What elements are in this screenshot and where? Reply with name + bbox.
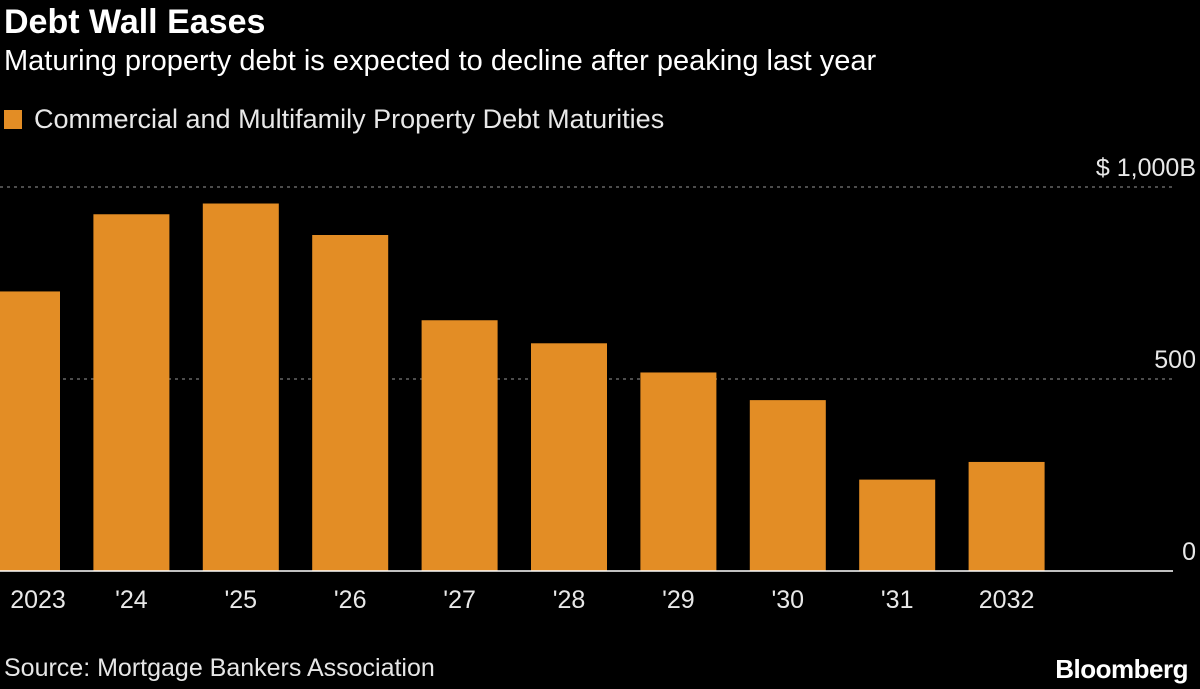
x-tick-label: '30 — [772, 586, 805, 614]
legend: Commercial and Multifamily Property Debt… — [4, 101, 664, 137]
bar-27 — [421, 320, 498, 571]
chart-title: Debt Wall Eases — [4, 3, 266, 41]
bar-31 — [859, 479, 936, 571]
y-tick-label: $ 1,000B — [1096, 154, 1196, 182]
bar-29 — [640, 372, 717, 571]
x-tick-label: '28 — [553, 586, 586, 614]
x-tick-label: '25 — [225, 586, 258, 614]
chart-subtitle: Maturing property debt is expected to de… — [4, 45, 877, 77]
x-tick-label: '24 — [115, 586, 148, 614]
legend-label: Commercial and Multifamily Property Debt… — [34, 103, 665, 134]
bar-25 — [202, 203, 279, 571]
bar-28 — [531, 343, 607, 571]
bar-2032 — [968, 461, 1045, 571]
bloomberg-logo: Bloomberg — [1055, 654, 1188, 684]
x-tick-label: 2032 — [979, 586, 1035, 614]
y-tick-label: 0 — [1182, 538, 1196, 566]
x-tick-label: '27 — [443, 586, 476, 614]
legend-swatch — [4, 109, 22, 129]
y-tick-label: 500 — [1154, 346, 1196, 374]
x-tick-label: '31 — [881, 586, 914, 614]
source-note: Source: Mortgage Bankers Association — [4, 654, 435, 682]
bar-26 — [312, 235, 389, 571]
bar-2023 — [0, 291, 60, 571]
x-tick-label: 2023 — [10, 586, 66, 614]
bar-24 — [93, 214, 170, 571]
bar-30 — [749, 400, 826, 571]
x-tick-label: '26 — [334, 586, 367, 614]
x-tick-label: '29 — [662, 586, 695, 614]
